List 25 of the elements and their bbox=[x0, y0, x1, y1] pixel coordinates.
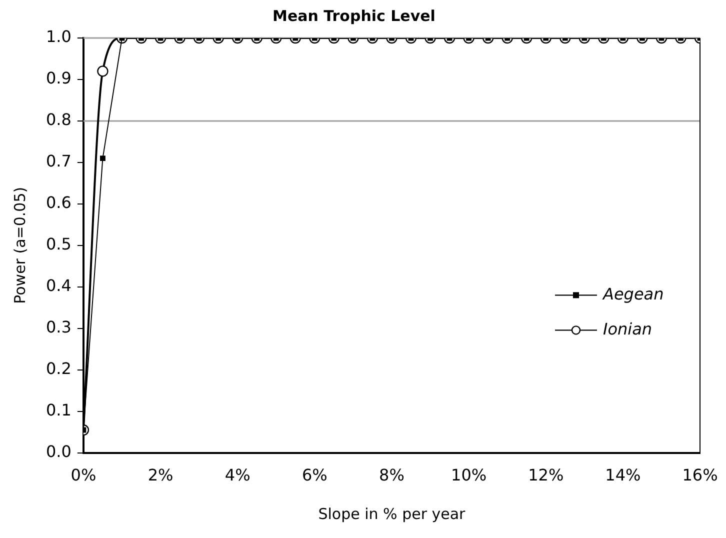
x-tick-label: 8% bbox=[379, 466, 404, 485]
y-tick-label: 0.5 bbox=[46, 234, 72, 254]
y-axis-title: Power (a=0.05) bbox=[10, 186, 29, 304]
y-tick-label: 0.7 bbox=[46, 152, 72, 171]
x-tick-label: 0% bbox=[70, 466, 96, 485]
y-tick-label: 0.4 bbox=[46, 276, 72, 296]
x-tick-label: 4% bbox=[224, 466, 250, 485]
x-tick-label: 10% bbox=[451, 466, 487, 485]
y-tick-label: 0.3 bbox=[46, 318, 72, 337]
y-tick-label: 0.8 bbox=[46, 110, 72, 130]
y-tick-label: 0.9 bbox=[46, 68, 72, 88]
x-tick-label: 6% bbox=[302, 466, 328, 485]
y-tick-label: 0.1 bbox=[46, 400, 72, 420]
x-tick-label: 2% bbox=[148, 466, 174, 485]
y-tick-label: 0.0 bbox=[46, 442, 72, 461]
x-tick-label: 14% bbox=[605, 466, 641, 485]
x-tick-label: 12% bbox=[528, 466, 564, 485]
legend-label: Ionian bbox=[603, 319, 652, 338]
y-tick-label: 0.6 bbox=[46, 193, 72, 212]
x-tick-label: 16% bbox=[682, 466, 718, 485]
x-axis-title: Slope in % per year bbox=[318, 504, 466, 523]
chart-title: Mean Trophic Level bbox=[272, 6, 436, 25]
legend-label: Aegean bbox=[602, 284, 664, 304]
y-tick-label: 1.0 bbox=[46, 27, 72, 46]
y-tick-label: 0.2 bbox=[46, 358, 72, 378]
